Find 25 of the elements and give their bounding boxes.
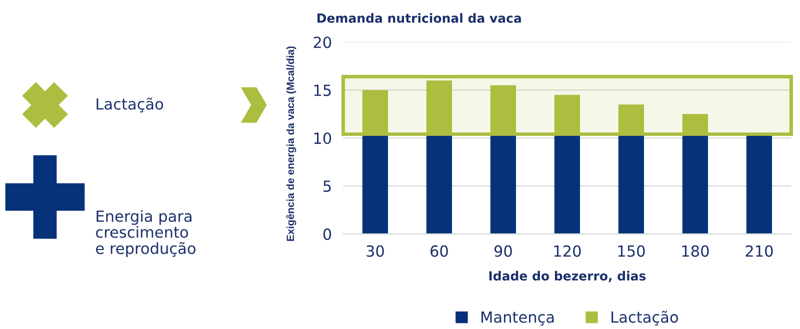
bar xyxy=(490,85,516,134)
y-tick-label: 10 xyxy=(314,132,332,144)
x-tick-label: 30 xyxy=(366,245,384,257)
text: Lactação xyxy=(96,98,164,112)
text: Energia para crescimento e reprodução xyxy=(96,210,196,258)
x-tick-label: 210 xyxy=(746,245,773,257)
bar xyxy=(618,104,644,134)
legend-label: Mantença xyxy=(482,311,554,326)
bar xyxy=(362,90,388,134)
bar xyxy=(554,94,580,134)
chart-title: Demanda nutricional da vaca xyxy=(317,13,521,23)
y-tick-label: 15 xyxy=(314,84,331,96)
y-tick-label: 0 xyxy=(323,228,332,240)
x-tick-label: 150 xyxy=(618,245,645,257)
x-tick-label: 120 xyxy=(554,245,581,257)
x-tick-label: 180 xyxy=(682,245,709,257)
bar xyxy=(682,114,708,134)
x-tick-label: 90 xyxy=(494,245,512,257)
y-tick-label: 5 xyxy=(324,180,331,192)
legend-label: Lactação xyxy=(612,310,678,326)
x-tick-label: 60 xyxy=(430,245,448,257)
y-axis-title: Exigência de energia da vaca (Mcal/dia) xyxy=(286,46,296,241)
bar xyxy=(426,80,452,134)
x-axis-title: Idade do bezerro, dias xyxy=(489,270,646,282)
y-tick-label: 20 xyxy=(314,36,332,48)
